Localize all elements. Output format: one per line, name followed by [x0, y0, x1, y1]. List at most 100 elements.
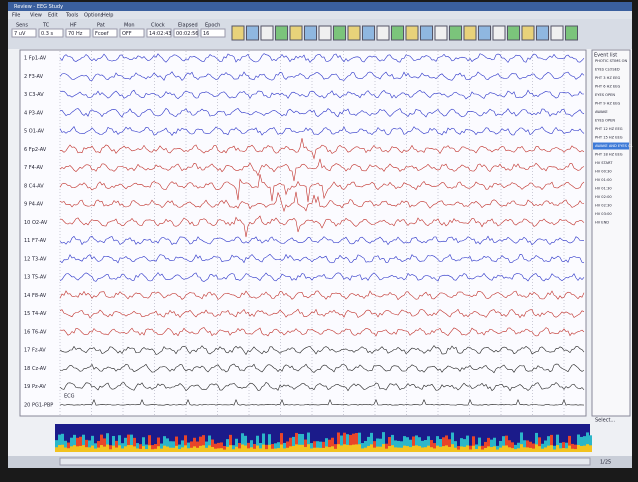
- toolbar-value[interactable]: 00:02:56: [176, 31, 198, 37]
- event-item[interactable]: HV START: [595, 161, 613, 165]
- channel-label[interactable]: 5 O1-AV: [24, 129, 45, 135]
- toolbar-field[interactable]: [173, 28, 199, 38]
- menu-item[interactable]: Edit: [48, 13, 58, 19]
- toolbar-button[interactable]: [463, 25, 477, 41]
- channel-label[interactable]: 18 Cz-AV: [24, 366, 47, 372]
- event-item[interactable]: HV 02:30: [595, 204, 612, 208]
- channel-label[interactable]: 11 F7-AV: [24, 238, 47, 244]
- toolbar-button[interactable]: [507, 25, 520, 41]
- event-item[interactable]: PHT 9 HZ EEG: [595, 102, 620, 106]
- channel-label[interactable]: 7 F4-AV: [24, 165, 44, 171]
- event-item[interactable]: HV 03:00: [595, 212, 612, 216]
- channel-label[interactable]: 16 T6-AV: [24, 329, 47, 335]
- toolbar-button[interactable]: [231, 25, 245, 41]
- channel-label[interactable]: 20 PG1-PBP: [24, 402, 53, 408]
- event-item[interactable]: AWAKE: [595, 110, 608, 114]
- menu-item[interactable]: View: [30, 13, 42, 19]
- toolbar-button[interactable]: [478, 25, 491, 41]
- toolbar-field[interactable]: [200, 28, 226, 38]
- toolbar-value[interactable]: 16: [203, 31, 209, 37]
- event-item[interactable]: PHT 3 HZ EEG: [595, 76, 620, 80]
- channel-label[interactable]: 15 T4-AV: [24, 311, 47, 317]
- event-item[interactable]: PHT 6 HZ EEG: [595, 85, 620, 89]
- toolbar-button[interactable]: [376, 25, 390, 41]
- channel-label[interactable]: 2 F3-AV: [24, 74, 44, 80]
- event-item[interactable]: PHT 15 HZ EEG: [595, 136, 623, 140]
- toolbar-button[interactable]: [275, 25, 288, 41]
- event-item[interactable]: HV 01:30: [595, 187, 612, 191]
- scrollbar[interactable]: [59, 457, 591, 466]
- toolbar-field[interactable]: [65, 28, 91, 38]
- menu-item[interactable]: Tools: [65, 13, 79, 19]
- event-item[interactable]: PHOTIC STIMS ON: [595, 59, 627, 63]
- channel-label[interactable]: 1 Fp1-AV: [24, 56, 47, 62]
- toolbar-field[interactable]: [146, 28, 172, 38]
- channel-label[interactable]: 8 C4-AV: [24, 183, 44, 189]
- toolbar-field[interactable]: [38, 28, 64, 38]
- toolbar-button[interactable]: [333, 25, 346, 41]
- menu-item[interactable]: File: [12, 13, 20, 19]
- channel-label[interactable]: 14 F8-AV: [24, 293, 47, 299]
- eeg-trace: [59, 345, 585, 356]
- menu-item[interactable]: Help: [102, 13, 113, 19]
- toolbar-button[interactable]: [434, 25, 448, 41]
- toolbar-label: Elapsed: [178, 23, 198, 29]
- toolbar-button[interactable]: [318, 25, 332, 41]
- spectrogram-band: [325, 438, 328, 452]
- toolbar-button[interactable]: [405, 25, 419, 41]
- spectrogram-band: [586, 432, 589, 452]
- channel-label[interactable]: 12 T3-AV: [24, 256, 47, 262]
- toolbar-value[interactable]: 14:02:43: [149, 31, 171, 37]
- channel-label[interactable]: 17 Fz-AV: [24, 348, 46, 354]
- toolbar-value[interactable]: 7 uV: [14, 31, 26, 37]
- spectrogram-band: [529, 441, 532, 452]
- toolbar-button[interactable]: [550, 25, 564, 41]
- toolbar-value[interactable]: 0.3 s: [41, 31, 54, 37]
- event-item[interactable]: HV END: [595, 221, 609, 225]
- toolbar-button[interactable]: [449, 25, 462, 41]
- channel-label[interactable]: 6 Fp2-AV: [24, 147, 47, 153]
- spectrogram-band: [517, 442, 520, 452]
- channel-label[interactable]: 9 P4-AV: [24, 202, 44, 208]
- toolbar-button[interactable]: [347, 25, 361, 41]
- toolbar-label: Clock: [151, 23, 165, 29]
- toolbar-button[interactable]: [391, 25, 404, 41]
- channel-label[interactable]: 3 C3-AV: [24, 92, 44, 98]
- toolbar-field[interactable]: [11, 28, 37, 38]
- spectrogram-band: [367, 445, 370, 452]
- toolbar-button[interactable]: [420, 25, 433, 41]
- event-item[interactable]: EYES CLOSED: [595, 68, 620, 72]
- channel-label[interactable]: 13 T5-AV: [24, 275, 47, 281]
- channel-label[interactable]: 4 P3-AV: [24, 110, 44, 116]
- spectrogram-band: [181, 447, 184, 452]
- event-item[interactable]: PHT 12 HZ EEG: [595, 127, 623, 131]
- event-item[interactable]: HV 02:00: [595, 195, 612, 199]
- event-item[interactable]: AWAKE AND EYES CL: [595, 144, 633, 148]
- channel-label[interactable]: 10 O2-AV: [24, 220, 48, 226]
- event-item[interactable]: HV 01:00: [595, 178, 612, 182]
- event-item[interactable]: HV 00:30: [595, 170, 612, 174]
- toolbar-value[interactable]: 70 Hz: [68, 31, 83, 37]
- toolbar-value[interactable]: Fcoef: [95, 31, 109, 37]
- event-item[interactable]: EYES OPEN: [595, 119, 615, 123]
- toolbar-button[interactable]: [521, 25, 535, 41]
- menu-item[interactable]: Options: [84, 13, 104, 19]
- toolbar-button[interactable]: [536, 25, 549, 41]
- toolbar-button[interactable]: [246, 25, 259, 41]
- toolbar-value[interactable]: OFF: [122, 31, 132, 37]
- event-item[interactable]: EYES OPEN: [595, 93, 615, 97]
- toolbar-field[interactable]: [92, 28, 118, 38]
- toolbar-field[interactable]: [119, 28, 145, 38]
- toolbar-button[interactable]: [260, 25, 274, 41]
- event-item[interactable]: PHT 18 HZ EEG: [595, 153, 623, 157]
- toolbar-button[interactable]: [492, 25, 506, 41]
- toolbar-button[interactable]: [289, 25, 303, 41]
- spectrogram-band: [283, 448, 286, 452]
- toolbar-button[interactable]: [304, 25, 317, 41]
- toolbar-button[interactable]: [362, 25, 375, 41]
- select-label[interactable]: Select...: [595, 418, 616, 424]
- channel-label[interactable]: 19 Pz-AV: [24, 384, 46, 390]
- spectrogram-band: [553, 445, 556, 452]
- toolbar-button[interactable]: [565, 25, 578, 41]
